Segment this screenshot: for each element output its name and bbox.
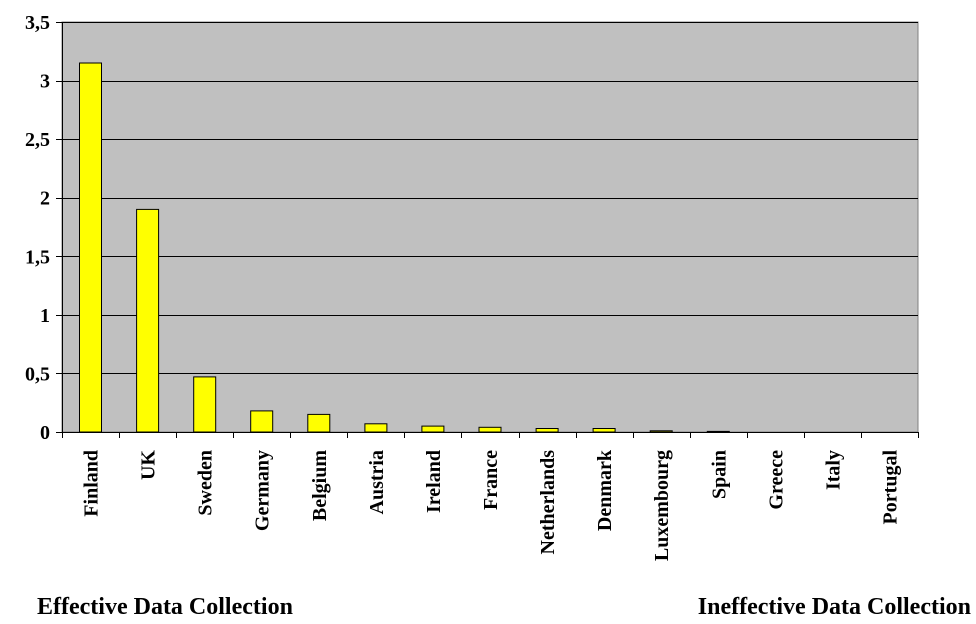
x-tick-label-ireland: Ireland [423, 450, 445, 513]
bar-finland [79, 62, 102, 433]
x-tick-label-sweden: Sweden [195, 450, 217, 516]
bar-ireland [421, 425, 445, 433]
bar-luxembourg [649, 430, 673, 433]
bars [79, 62, 730, 433]
y-tick-label: 2 [40, 188, 50, 210]
gridlines [62, 22, 918, 374]
bar-germany [250, 410, 274, 433]
x-tick-label-belgium: Belgium [309, 450, 331, 521]
y-tick-label: 3,5 [25, 12, 50, 34]
x-tick-label-france: France [480, 450, 502, 510]
bar-france [478, 426, 502, 433]
y-tick-label: 1,5 [25, 246, 50, 268]
x-tick-label-spain: Spain [708, 450, 730, 499]
bar-belgium [307, 413, 331, 433]
y-tick-label: 2,5 [25, 129, 50, 151]
bar-uk [136, 208, 160, 433]
x-tick-label-germany: Germany [252, 450, 274, 531]
bar-sweden [193, 376, 217, 433]
bar-denmark [592, 428, 616, 433]
x-tick-label-uk: UK [138, 450, 160, 480]
x-tick-label-austria: Austria [366, 450, 388, 514]
x-tick-label-finland: Finland [81, 450, 103, 517]
x-tick-labels: Finland UK Sweden Germany Belgium Austria Irel… [81, 449, 902, 561]
x-tick-label-greece: Greece [765, 450, 787, 510]
bar-netherlands [535, 428, 559, 433]
y-tick-labels: 0 0,5 1 1,5 2 2,5 3 3,5 [25, 12, 50, 444]
y-tick-label: 0,5 [25, 363, 50, 385]
x-tick-label-denmark: Denmark [594, 449, 616, 531]
x-tick-label-italy: Italy [822, 450, 844, 490]
plot-area [61, 21, 919, 433]
bar-austria [364, 423, 388, 433]
bar-spain [706, 430, 730, 433]
effective-data-collection-label: Effective Data Collection [37, 594, 293, 620]
y-tick-label: 1 [40, 305, 50, 327]
x-tick-label-netherlands: Netherlands [537, 450, 559, 555]
axes [56, 22, 919, 438]
ineffective-data-collection-label: Ineffective Data Collection [697, 594, 971, 620]
x-tick-label-luxembourg: Luxembourg [651, 450, 673, 561]
x-tick-label-portugal: Portugal [880, 450, 902, 525]
y-tick-label: 3 [40, 71, 50, 93]
y-tick-label: 0 [40, 422, 50, 444]
